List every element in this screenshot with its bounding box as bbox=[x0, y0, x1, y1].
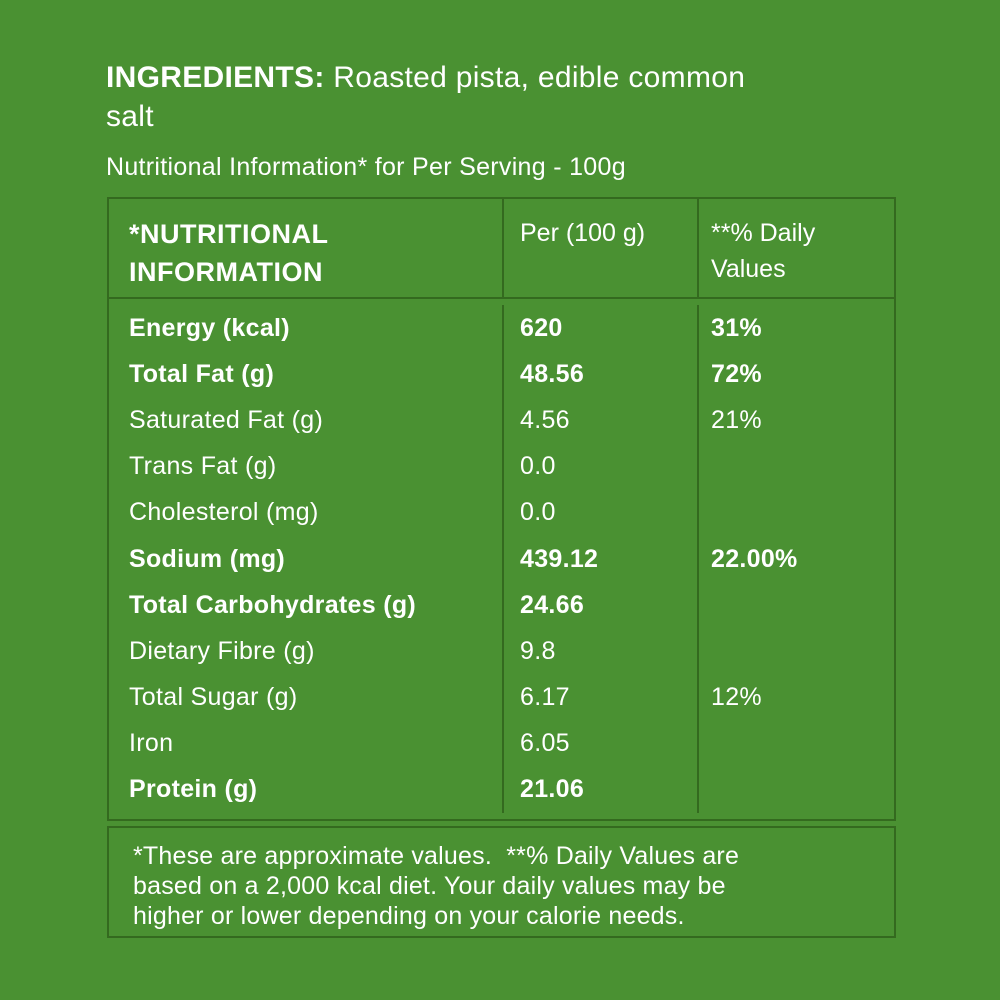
table-header-per-100g: Per (100 g) bbox=[504, 199, 699, 297]
nutrient-per-value: 0.0 bbox=[504, 443, 699, 490]
nutrient-daily-value: 22.00% bbox=[711, 544, 798, 573]
ingredients-text: Roasted pista, edible common salt bbox=[106, 61, 746, 133]
nutrient-daily-value: 31% bbox=[711, 313, 762, 342]
table-header-row: *NUTRITIONAL INFORMATION Per (100 g) **%… bbox=[109, 199, 894, 299]
nutrient-name: Total Carbohydrates (g) bbox=[109, 582, 504, 629]
table-row: Sodium (mg) 439.12 22.00% bbox=[109, 535, 894, 583]
table-row: Protein (g) 21.06 bbox=[109, 766, 894, 814]
nutrient-name: Iron bbox=[109, 720, 504, 767]
nutrient-daily-value bbox=[699, 490, 894, 536]
nutrient-daily-value bbox=[699, 444, 894, 490]
table-body: Energy (kcal) 620 31% Total Fat (g) 48.5… bbox=[109, 299, 894, 819]
table-row: Cholesterol (mg) 0.0 bbox=[109, 489, 894, 536]
table-row: Saturated Fat (g) 4.56 21% bbox=[109, 397, 894, 444]
nutrient-daily-value: 21% bbox=[711, 405, 762, 434]
nutrient-per-value: 6.05 bbox=[504, 720, 699, 767]
nutrient-name: Total Fat (g) bbox=[109, 351, 504, 398]
ingredients-heading: INGREDIENTS: Roasted pista, edible commo… bbox=[106, 58, 746, 136]
nutrient-name: Total Sugar (g) bbox=[109, 674, 504, 721]
nutrient-name: Sodium (mg) bbox=[109, 535, 504, 583]
table-header-nutritional-information: *NUTRITIONAL INFORMATION bbox=[109, 199, 504, 297]
nutrient-name: Cholesterol (mg) bbox=[109, 489, 504, 536]
nutrient-per-value: 24.66 bbox=[504, 582, 699, 629]
nutrient-per-value: 620 bbox=[504, 305, 699, 352]
table-row: Total Carbohydrates (g) 24.66 bbox=[109, 582, 894, 629]
nutrient-per-value: 0.0 bbox=[504, 489, 699, 536]
footnote-line: *These are approximate values. **% Daily… bbox=[133, 842, 740, 870]
table-row: Total Sugar (g) 6.17 12% bbox=[109, 674, 894, 721]
ingredients-label: INGREDIENTS: bbox=[106, 61, 325, 94]
table-row: Dietary Fibre (g) 9.8 bbox=[109, 628, 894, 675]
table-row: Energy (kcal) 620 31% bbox=[109, 305, 894, 352]
nutrient-daily-value bbox=[699, 767, 894, 813]
table-header-daily-values: **% Daily Values bbox=[711, 219, 816, 283]
footnote-box: *These are approximate values. **% Daily… bbox=[107, 826, 896, 938]
nutrient-daily-value bbox=[699, 628, 894, 674]
table-row: Trans Fat (g) 0.0 bbox=[109, 443, 894, 490]
nutrient-name: Energy (kcal) bbox=[109, 305, 504, 352]
table-row: Iron 6.05 bbox=[109, 720, 894, 767]
nutrient-per-value: 4.56 bbox=[504, 397, 699, 444]
nutrient-per-value: 48.56 bbox=[504, 351, 699, 398]
nutrient-per-value: 21.06 bbox=[504, 766, 699, 814]
nutrient-daily-value bbox=[699, 721, 894, 767]
nutrient-name: Protein (g) bbox=[109, 766, 504, 814]
footnote-line: based on a 2,000 kcal diet. Your daily v… bbox=[133, 872, 726, 900]
table-row: Total Fat (g) 48.56 72% bbox=[109, 351, 894, 398]
footnote-line: higher or lower depending on your calori… bbox=[133, 902, 685, 930]
nutrient-per-value: 6.17 bbox=[504, 674, 699, 721]
nutrient-name: Saturated Fat (g) bbox=[109, 397, 504, 444]
nutrient-daily-value bbox=[699, 582, 894, 628]
nutrient-per-value: 9.8 bbox=[504, 628, 699, 675]
nutrient-daily-value: 12% bbox=[711, 683, 762, 712]
serving-subtitle: Nutritional Information* for Per Serving… bbox=[106, 153, 626, 181]
nutrient-daily-value: 72% bbox=[711, 359, 762, 388]
nutrient-name: Dietary Fibre (g) bbox=[109, 628, 504, 675]
nutrient-per-value: 439.12 bbox=[504, 535, 699, 583]
nutrient-name: Trans Fat (g) bbox=[109, 443, 504, 490]
nutrition-table: *NUTRITIONAL INFORMATION Per (100 g) **%… bbox=[107, 197, 896, 821]
